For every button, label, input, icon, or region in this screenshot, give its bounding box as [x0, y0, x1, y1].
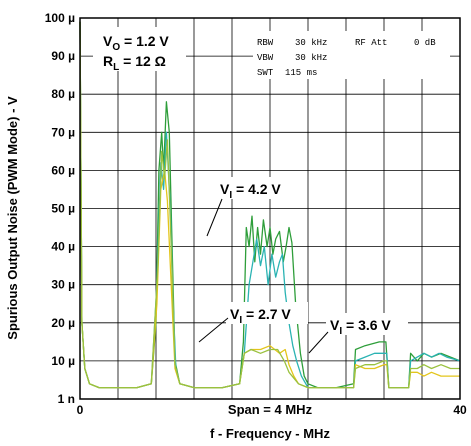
annotation-27v-leader — [198, 317, 229, 343]
vbw-value: 30 kHz — [295, 53, 327, 63]
conditions-box: VO = 1.2 V RL = 12 Ω — [93, 27, 186, 73]
rl-label: RL = 12 Ω — [103, 53, 166, 73]
x-center-label: Span = 4 MHz — [228, 402, 313, 417]
y-tick-label: 30 µ — [51, 278, 75, 292]
y-tick-label: 80 µ — [51, 87, 75, 101]
vo-label: VO = 1.2 V — [103, 33, 169, 53]
conditions-box-frame — [93, 27, 186, 71]
annotation-36v: VI = 3.6 V — [330, 317, 391, 337]
rbw-label: RBW — [257, 38, 274, 48]
vbw-label: VBW — [257, 53, 274, 63]
plot-frame — [79, 17, 461, 400]
y-tick-label: 50 µ — [51, 202, 75, 216]
series-line-3 — [79, 21, 460, 389]
y-tick-label: 100 µ — [45, 11, 75, 25]
x-axis-title: f - Frequency - MHz — [210, 426, 330, 441]
instrument-settings-frame — [253, 31, 450, 79]
annotation-27v: VI = 2.7 V — [230, 306, 291, 326]
x-tick-label: 0 — [77, 403, 84, 417]
annotation-36v-leader — [308, 331, 329, 354]
rfatt-value: 0 dB — [414, 38, 436, 48]
annotation-42v-leader — [206, 198, 223, 237]
annotation-42v-bg — [216, 177, 298, 199]
rbw-value: 30 kHz — [295, 38, 327, 48]
swt-label: SWT — [257, 68, 274, 78]
y-tick-label: 20 µ — [51, 316, 75, 330]
y-tick-label: 60 µ — [51, 163, 75, 177]
series-layer — [79, 21, 461, 389]
y-tick-label: 90 µ — [51, 49, 75, 63]
y-tick-labels: 1 n 10 µ 20 µ 30 µ 40 µ 50 µ 60 µ 70 µ 80 µ 90 µ 1… — [45, 11, 75, 406]
x-tick-labels: 0 40 — [77, 403, 467, 417]
grid-lines — [80, 18, 460, 399]
y-tick-label: 1 n — [58, 392, 75, 406]
y-tick-label: 40 µ — [51, 240, 75, 254]
swt-value: 115 ms — [285, 68, 317, 78]
y-tick-label: 10 µ — [51, 354, 75, 368]
annotation-27v-bg — [226, 302, 308, 324]
y-tick-label: 70 µ — [51, 125, 75, 139]
annotation-42v: VI = 4.2 V — [220, 181, 281, 201]
annotation-36v-bg — [326, 313, 408, 335]
series-annotations: VI = 4.2 V VI = 2.7 V VI = 3.6 V — [198, 177, 408, 354]
rfatt-label: RF Att — [355, 38, 387, 48]
x-tick-label: 40 — [453, 403, 467, 417]
instrument-settings: RBW 30 kHz RF Att 0 dB VBW 30 kHz SWT 11… — [253, 31, 450, 79]
y-axis-title: Spurious Output Noise (PWM Mode) - V — [5, 96, 20, 340]
